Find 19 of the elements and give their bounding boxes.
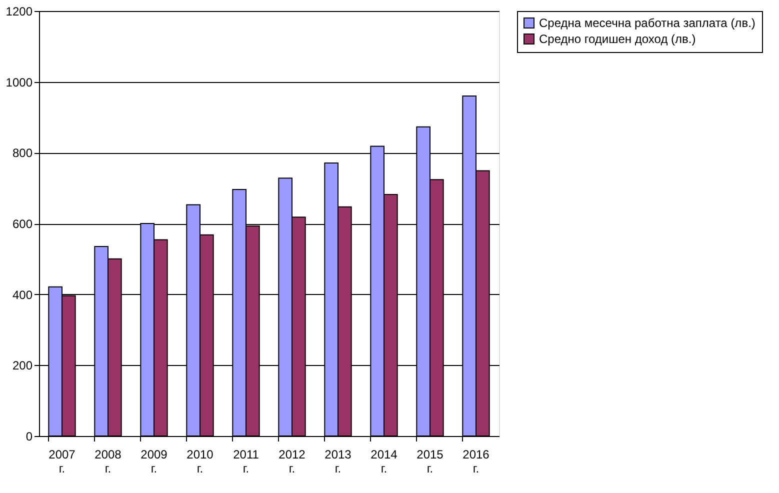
x-tick-label: 2011 г. xyxy=(233,448,260,476)
x-tick-label: 2012 г. xyxy=(278,448,306,476)
legend-label: Средно годишен доход (лв.) xyxy=(539,32,696,46)
y-tick-label: 800 xyxy=(12,146,33,160)
x-tick-label: 2007 г. xyxy=(48,448,76,476)
y-tick-label: 600 xyxy=(12,217,33,231)
y-tick-label: 1200 xyxy=(6,4,33,18)
legend-label: Средна месечна работна заплата (лв.) xyxy=(539,16,756,30)
x-tick-label: 2010 г. xyxy=(186,448,214,476)
y-tick-label: 400 xyxy=(12,288,33,302)
y-tick-label: 0 xyxy=(26,430,33,444)
y-tick-label: 200 xyxy=(12,358,33,373)
x-tick-label: 2008 г. xyxy=(94,448,122,476)
x-tick-label: 2016 г. xyxy=(462,448,490,476)
x-tick-label: 2014 г. xyxy=(370,448,398,476)
x-tick-label: 2013 г. xyxy=(324,448,352,476)
x-tick-label: 2009 г. xyxy=(140,448,168,476)
x-tick-label: 2015 г. xyxy=(416,448,444,476)
y-tick-label: 1000 xyxy=(6,75,33,90)
